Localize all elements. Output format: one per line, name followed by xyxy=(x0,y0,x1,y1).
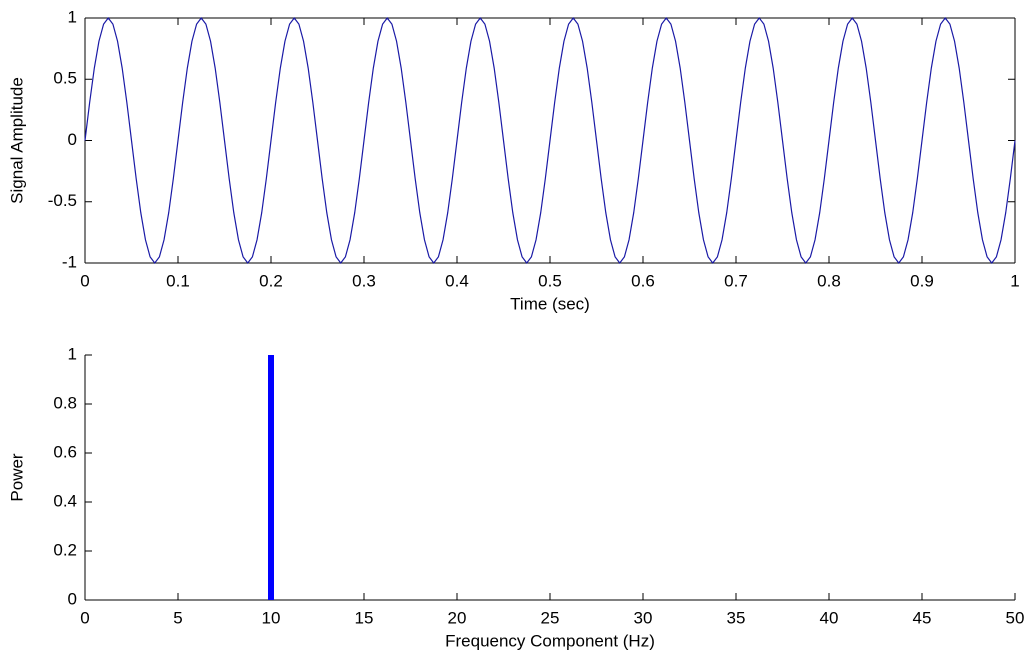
x-tick-label: 0.3 xyxy=(352,271,376,290)
x-tick-label: 10 xyxy=(262,608,281,627)
x-tick-label: 25 xyxy=(541,608,560,627)
x-tick-label: 0.1 xyxy=(166,271,190,290)
x-tick-label: 0 xyxy=(80,271,89,290)
y-tick-label: -1 xyxy=(62,252,77,271)
x-tick-label: 15 xyxy=(355,608,374,627)
y-tick-label: 0 xyxy=(68,589,77,608)
bar xyxy=(268,355,274,600)
x-tick-label: 0.8 xyxy=(817,271,841,290)
y-tick-label: 0.4 xyxy=(53,491,77,510)
x-tick-label: 45 xyxy=(913,608,932,627)
signal-line xyxy=(84,17,1016,264)
x-tick-label: 0.7 xyxy=(724,271,748,290)
x-tick-label: 35 xyxy=(727,608,746,627)
x-axis-label: Frequency Component (Hz) xyxy=(445,631,655,650)
x-tick-label: 1 xyxy=(1010,271,1019,290)
x-tick-label: 40 xyxy=(820,608,839,627)
x-axis-label: Time (sec) xyxy=(510,294,590,313)
y-tick-label: 0 xyxy=(68,130,77,149)
y-tick-label: 0.5 xyxy=(53,69,77,88)
x-tick-label: 20 xyxy=(448,608,467,627)
x-tick-label: 0 xyxy=(80,608,89,627)
y-tick-label: 0.8 xyxy=(53,393,77,412)
x-tick-label: 5 xyxy=(173,608,182,627)
y-tick-label: 0.6 xyxy=(53,442,77,461)
y-tick-label: 1 xyxy=(68,344,77,363)
x-tick-label: 0.4 xyxy=(445,271,469,290)
x-tick-label: 0.2 xyxy=(259,271,283,290)
y-tick-label: 1 xyxy=(68,7,77,26)
y-tick-label: 0.2 xyxy=(53,540,77,559)
y-tick-label: -0.5 xyxy=(48,191,77,210)
y-axis-label: Power xyxy=(7,453,26,502)
y-axis-label: Signal Amplitude xyxy=(7,77,26,204)
x-tick-label: 0.9 xyxy=(910,271,934,290)
x-tick-label: 0.5 xyxy=(538,271,562,290)
x-tick-label: 30 xyxy=(634,608,653,627)
x-tick-label: 50 xyxy=(1006,608,1025,627)
x-tick-label: 0.6 xyxy=(631,271,655,290)
